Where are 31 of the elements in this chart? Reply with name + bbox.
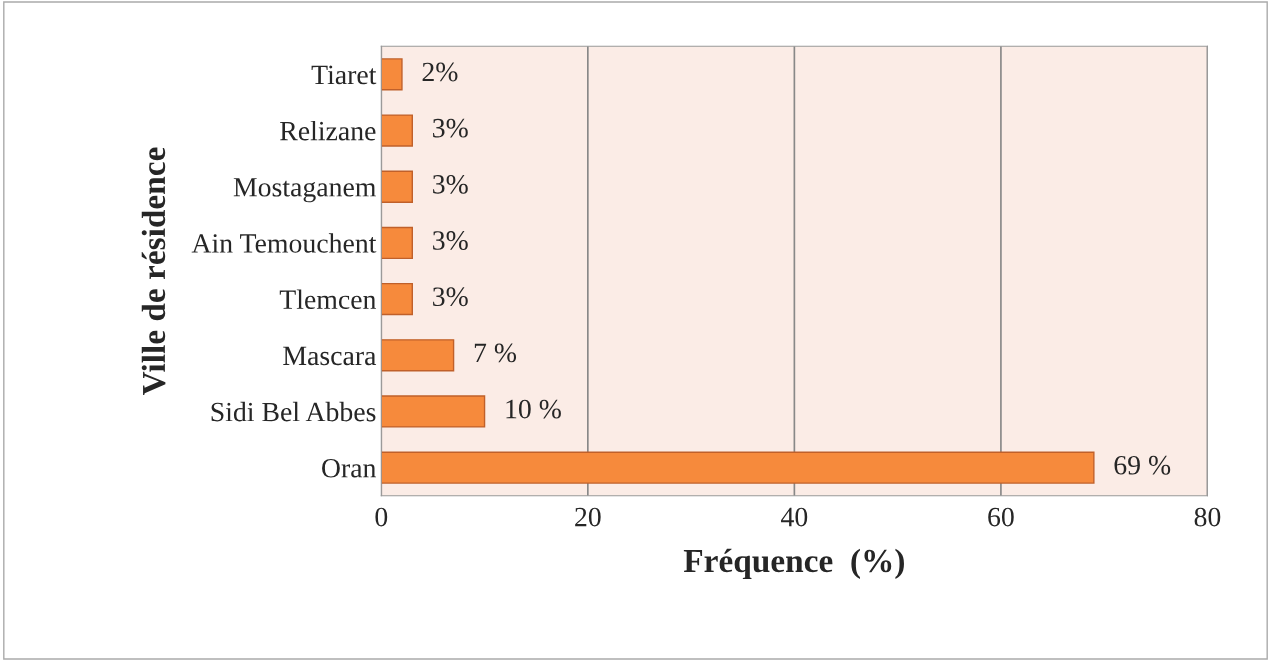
y-tick-label: Mostaganem — [233, 178, 376, 203]
bar — [381, 395, 486, 428]
bar — [381, 451, 1095, 484]
x-tick-label: 20 — [575, 507, 601, 527]
bar — [381, 58, 403, 91]
x-tick-label: 0 — [375, 507, 388, 527]
bar — [381, 282, 413, 316]
x-tick-label: 80 — [1194, 507, 1221, 527]
data-label: 10 % — [506, 399, 561, 419]
y-axis-title: Ville de résidence — [141, 147, 166, 395]
y-tick-label: Sidi Bel Abbes — [211, 401, 376, 422]
y-tick-label: Mascara — [283, 346, 377, 366]
bar — [381, 170, 413, 203]
x-tick-label: 60 — [988, 507, 1014, 527]
y-tick-label: Ain Temouchent — [191, 233, 377, 253]
data-label: 7 % — [474, 343, 517, 363]
y-tick-label: Tiaret — [311, 65, 377, 85]
bar — [381, 226, 413, 260]
data-label: 3% — [433, 231, 468, 250]
bar — [381, 114, 413, 147]
data-label: 69 % — [1114, 455, 1171, 475]
y-tick-label: Tlemcen — [279, 289, 377, 310]
data-label: 3% — [433, 118, 468, 138]
bar — [381, 339, 455, 372]
y-tick-label: Oran — [322, 458, 377, 478]
data-label: 3% — [433, 287, 468, 307]
y-tick-label: Relizane — [280, 120, 376, 141]
data-label: 2% — [422, 62, 458, 82]
x-tick-label: 40 — [781, 507, 808, 527]
x-axis-title: Fréquence (%) — [683, 548, 904, 579]
data-label: 3% — [433, 174, 468, 194]
